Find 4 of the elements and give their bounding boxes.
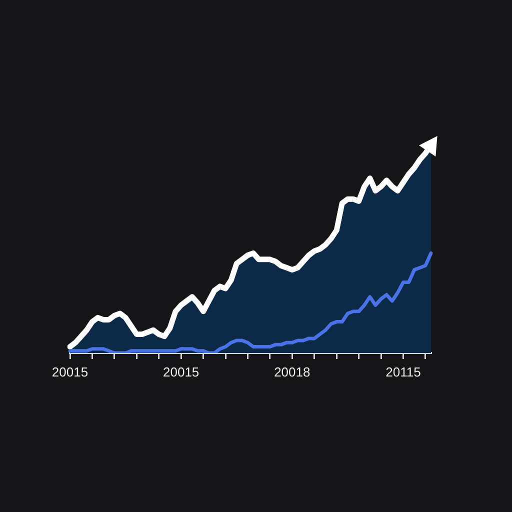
x-tick-label: 20015 [163,364,200,380]
x-tick-label: 20115 [386,364,421,380]
x-tick-label: 20018 [274,364,310,380]
x-tick-label: 20015 [52,364,88,380]
